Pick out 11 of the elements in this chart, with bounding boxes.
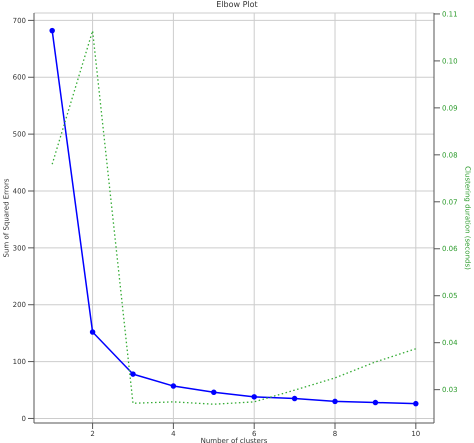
point: [130, 371, 136, 377]
chart-title: Elbow Plot: [215, 0, 259, 9]
point: [211, 390, 217, 396]
point: [90, 329, 96, 335]
point: [251, 394, 257, 400]
point: [332, 398, 338, 404]
point: [292, 396, 298, 402]
point: [49, 28, 55, 34]
point: [413, 400, 419, 406]
point: [372, 400, 378, 406]
point: [170, 383, 176, 389]
